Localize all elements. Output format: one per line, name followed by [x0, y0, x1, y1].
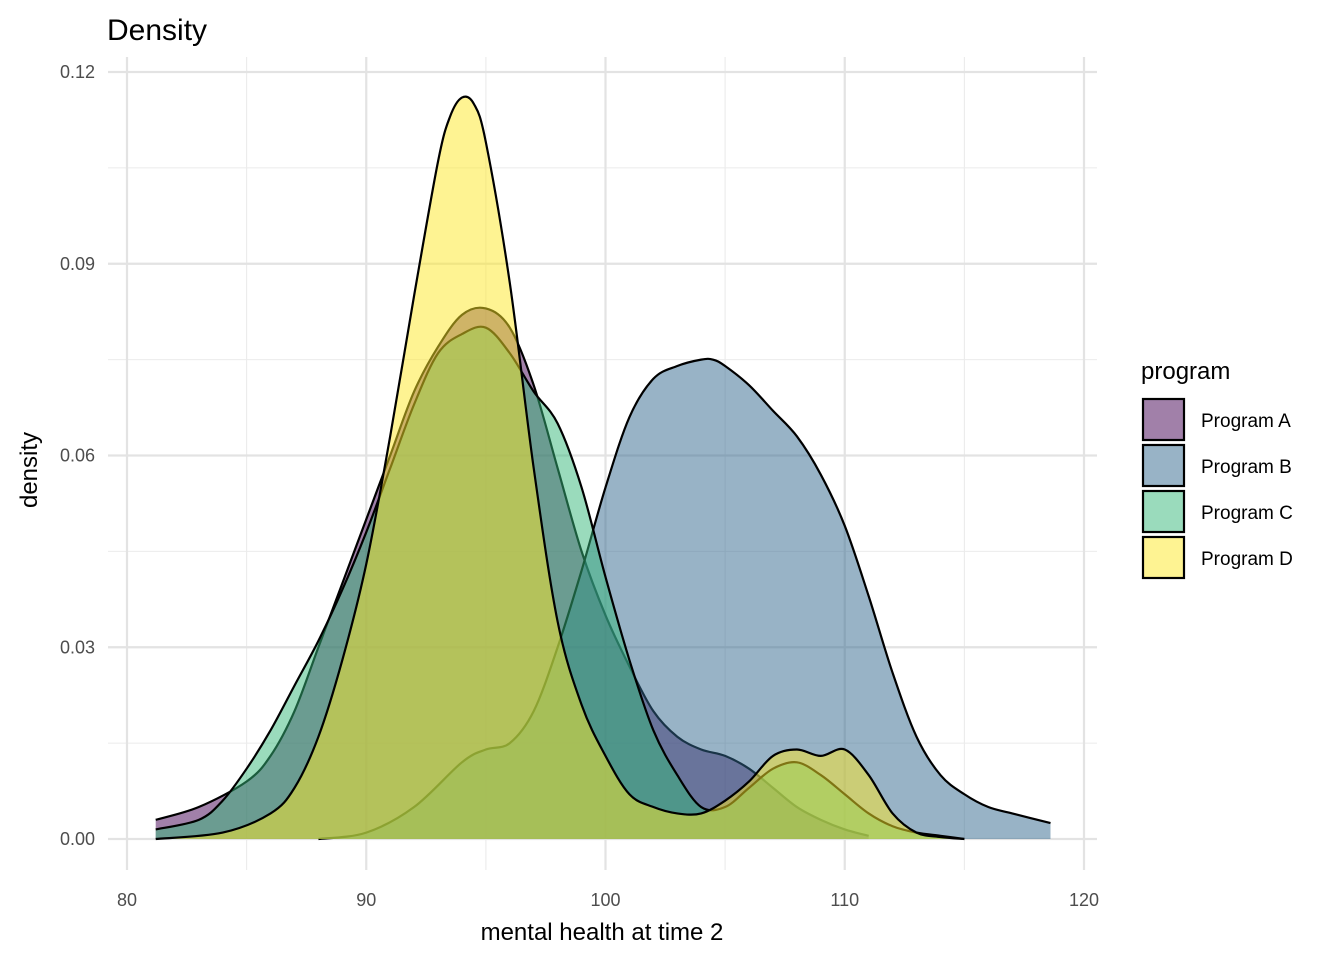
x-axis-ticks: 80 90 100 110 120 [117, 890, 1099, 910]
y-tick-label: 0.09 [60, 254, 95, 274]
density-outline-program-d [155, 95, 965, 841]
legend-key-program-b [1141, 443, 1186, 488]
y-tick-label: 0.12 [60, 62, 95, 82]
x-tick-label: 80 [117, 890, 137, 910]
legend-label: Program A [1201, 411, 1291, 432]
legend-label: Program C [1201, 503, 1293, 524]
y-axis-title: density [16, 432, 43, 508]
x-tick-label: 110 [830, 890, 859, 910]
y-axis-ticks: 0.00 0.03 0.06 0.09 0.12 [60, 62, 95, 849]
y-tick-label: 0.06 [60, 446, 95, 466]
legend-title: program [1141, 358, 1230, 385]
density-area-program-b [318, 358, 1051, 839]
legend-key-program-c [1141, 489, 1186, 534]
y-tick-label: 0.03 [60, 637, 95, 657]
x-tick-label: 90 [356, 890, 376, 910]
density-area-program-d [155, 96, 965, 840]
chart-title: Density [107, 14, 207, 47]
legend-label: Program B [1201, 457, 1292, 478]
x-axis-title: mental health at time 2 [481, 919, 724, 946]
y-tick-label: 0.00 [60, 829, 95, 849]
x-tick-label: 120 [1069, 890, 1099, 910]
series-layer [155, 95, 1051, 841]
legend-label: Program D [1201, 549, 1293, 570]
legend: program Program A Program B Program C Progr… [1141, 358, 1293, 580]
legend-key-program-d [1141, 535, 1186, 580]
legend-key-program-a [1141, 397, 1186, 442]
x-tick-label: 100 [590, 890, 620, 910]
